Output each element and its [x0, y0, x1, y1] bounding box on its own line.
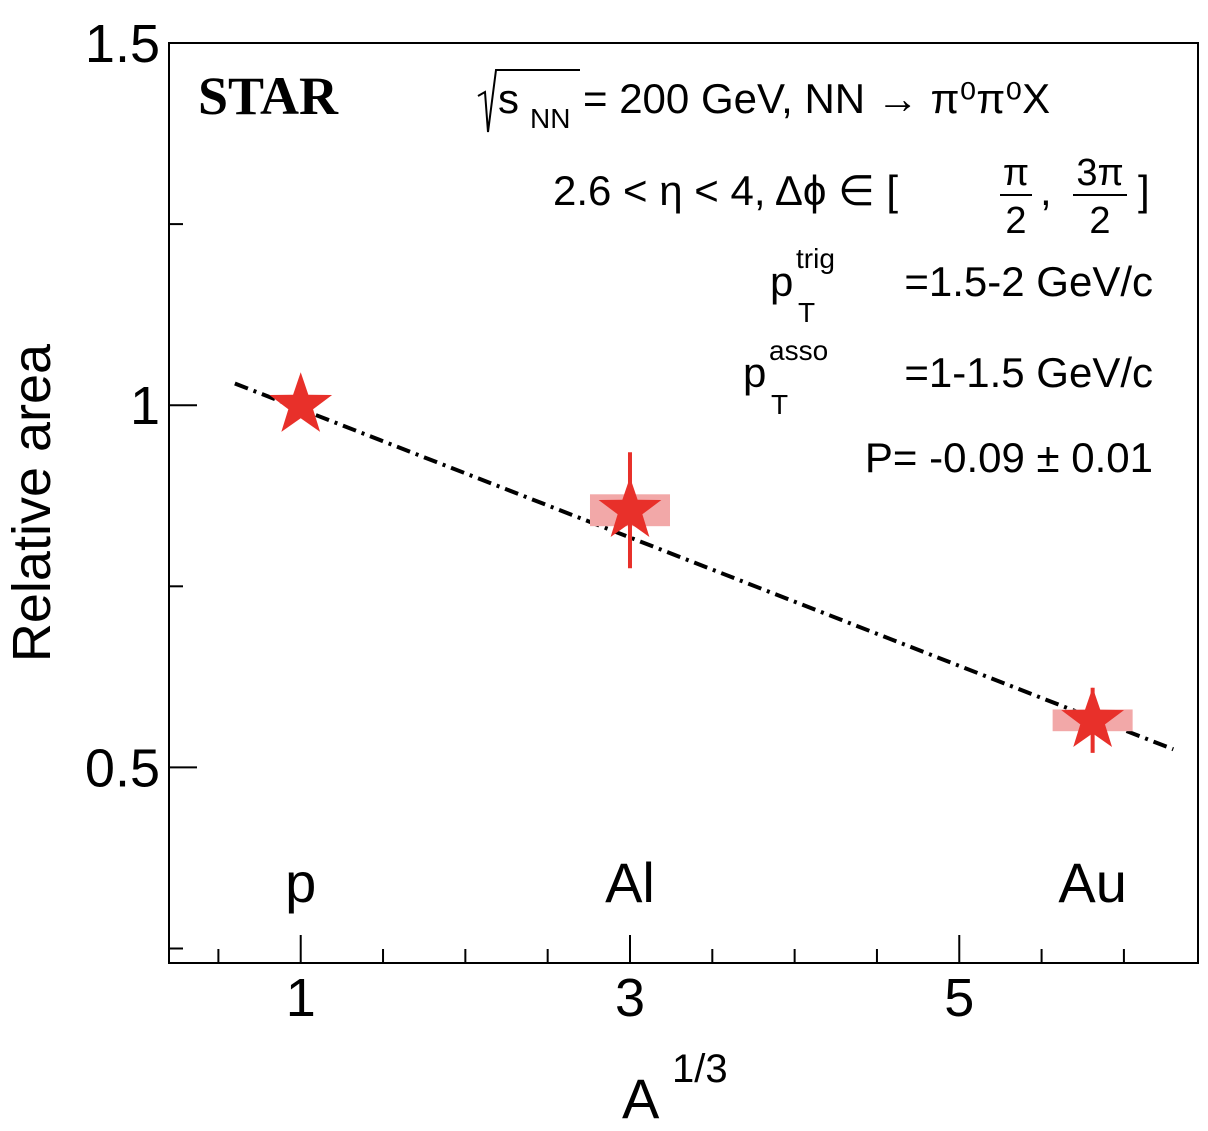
x-axis-label-base: A	[622, 1067, 660, 1126]
frac2-numerator: 3π	[1076, 152, 1123, 194]
fit-result: P= -0.09 ± 0.01	[865, 434, 1153, 481]
passo-rest: =1-1.5 GeV/c	[904, 349, 1153, 396]
ptrig-annotation: p trig T =1.5-2 GeV/c	[770, 243, 1153, 328]
x-tick-label: 5	[944, 968, 974, 1028]
passo-p: p	[743, 349, 766, 396]
energy-s-sub: NN	[530, 103, 570, 134]
fit-line	[234, 381, 1175, 752]
y-axis-label: Relative area	[2, 343, 62, 662]
y-tick-label: 1	[130, 376, 160, 436]
star-marker	[269, 372, 333, 432]
kinematics-annotation: 2.6 < η < 4, Δϕ ∈ [ π 2 , 3π 2 ]	[553, 152, 1150, 242]
ptrig-sub: T	[798, 297, 815, 328]
passo-sub: T	[771, 389, 788, 420]
x-tick-label: 3	[615, 968, 645, 1028]
passo-sup: asso	[769, 335, 828, 366]
kinematics-range: 2.6 < η < 4, Δϕ ∈ [	[553, 167, 898, 214]
star-marker	[598, 477, 662, 537]
minor-ticks	[169, 223, 1125, 963]
fit-line-group	[234, 381, 1175, 752]
frac1-numerator: π	[1003, 152, 1029, 194]
ptrig-rest: =1.5-2 GeV/c	[904, 258, 1153, 305]
point-labels: p Al Au	[285, 851, 1127, 914]
y-tick-label: 1.5	[85, 14, 160, 74]
points-group	[269, 372, 1133, 753]
y-tick-label: 0.5	[85, 738, 160, 798]
ptrig-p: p	[770, 258, 793, 305]
experiment-label: STAR	[198, 66, 339, 126]
energy-rest: = 200 GeV, NN → π⁰π⁰X	[583, 75, 1050, 122]
star-marker	[1061, 687, 1125, 748]
point-label: Au	[1058, 851, 1127, 914]
frac2-denominator: 2	[1089, 200, 1110, 242]
sqrt-sign	[477, 69, 580, 133]
x-axis-label-sup: 1/3	[672, 1047, 728, 1091]
frac-separator: ,	[1040, 167, 1052, 214]
x-axis-label: A 1/3	[622, 1047, 728, 1130]
energy-annotation: s NN = 200 GeV, NN → π⁰π⁰X	[477, 69, 1050, 134]
major-ticks: 1 3 5 0.5 1 1.5	[85, 14, 974, 1028]
point-label: p	[285, 851, 316, 914]
ptrig-sup: trig	[796, 243, 835, 274]
kinematics-close: ]	[1138, 167, 1150, 214]
passo-annotation: p asso T =1-1.5 GeV/c	[743, 335, 1153, 420]
x-tick-label: 1	[286, 968, 316, 1028]
energy-s: s	[498, 75, 519, 122]
frame	[168, 42, 1199, 964]
frac1-denominator: 2	[1005, 200, 1026, 242]
point-label: Al	[605, 851, 655, 914]
